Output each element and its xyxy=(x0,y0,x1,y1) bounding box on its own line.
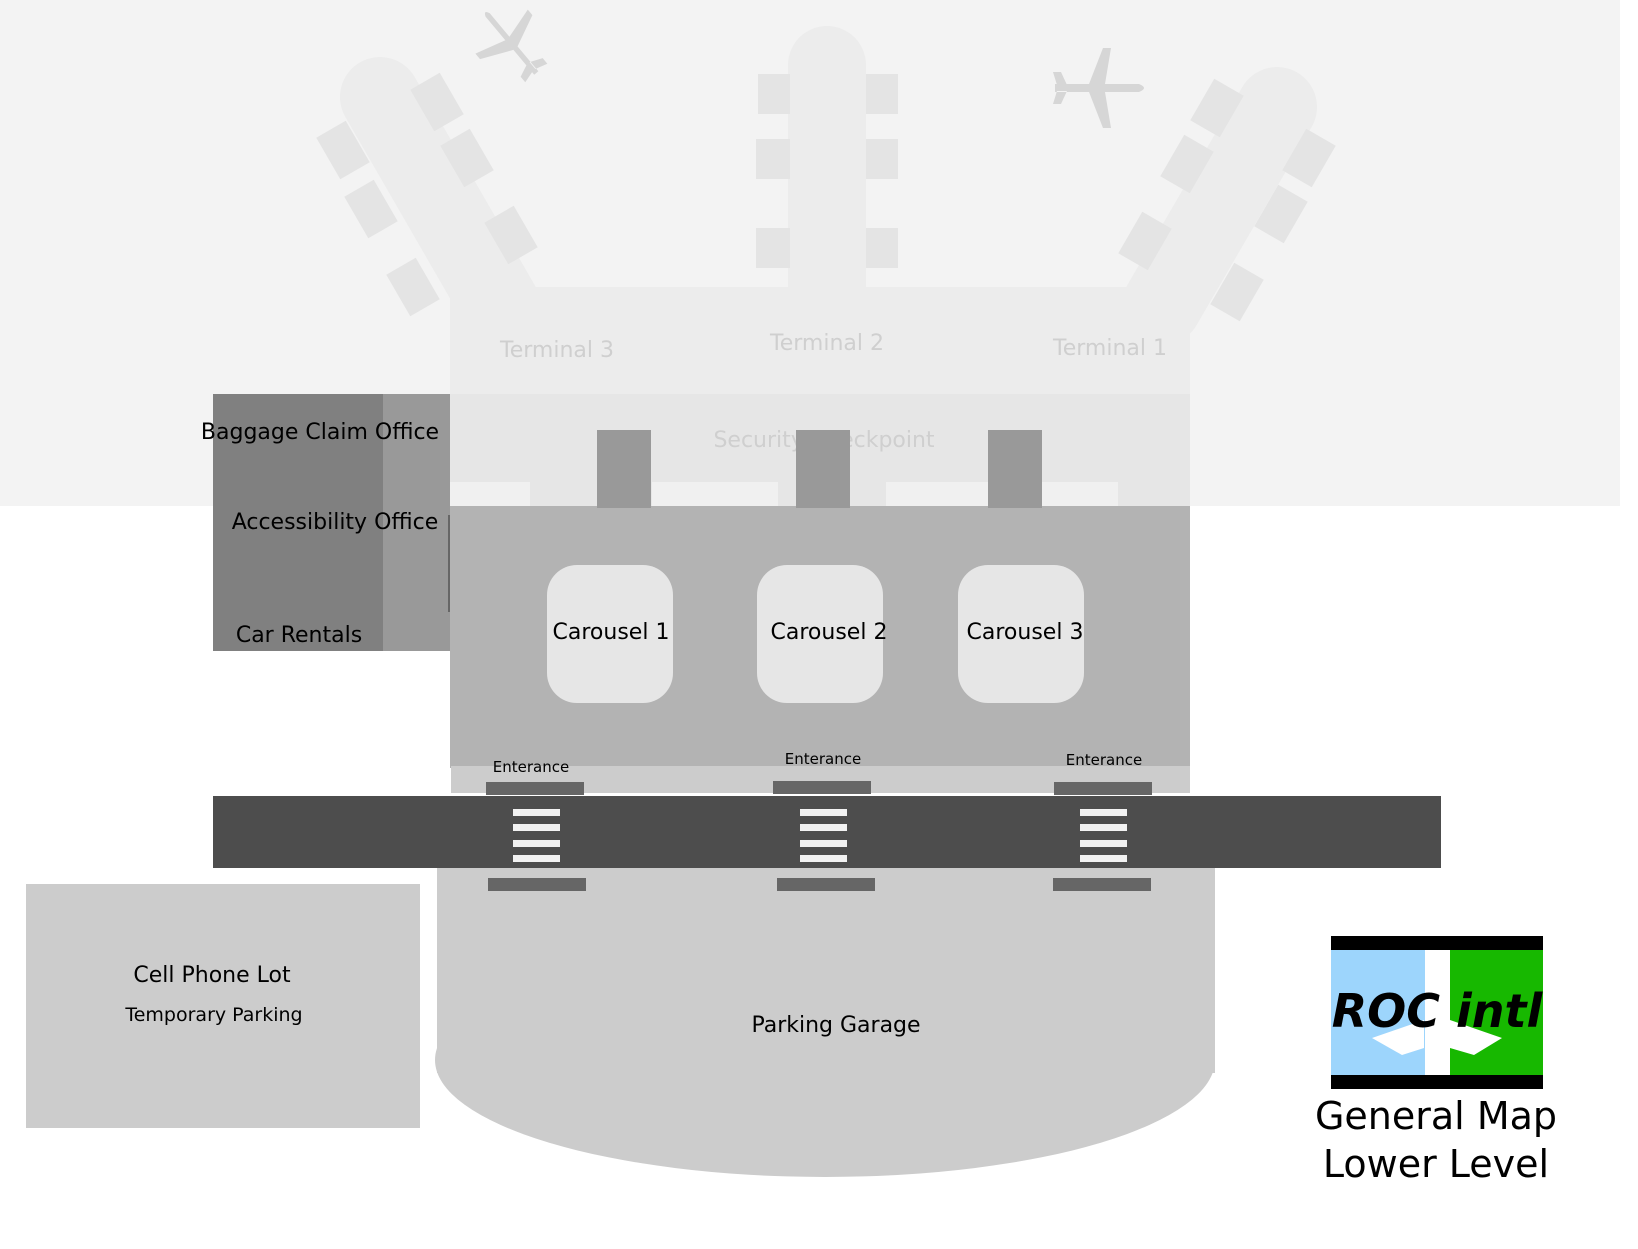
accessibility-office-label: Accessibility Office xyxy=(232,510,439,535)
baggage-claim-office-label: Baggage Claim Office xyxy=(201,420,439,445)
crosswalk-2 xyxy=(773,781,875,891)
concourse xyxy=(450,287,1190,397)
logo-text: ROC intl xyxy=(1332,984,1544,1038)
entrance-2-label: Enterance xyxy=(785,750,861,768)
cell-phone-lot xyxy=(26,884,420,1128)
crosswalk-1 xyxy=(486,782,586,891)
entrance-1-label: Enterance xyxy=(493,758,569,776)
roc-intl-logo: ROC intl xyxy=(1331,936,1544,1089)
crosswalk-3 xyxy=(1053,782,1152,891)
carousel-3-label: Carousel 3 xyxy=(967,620,1084,645)
car-rentals-label: Car Rentals xyxy=(236,623,362,648)
exit-corridor xyxy=(597,430,651,508)
exit-corridor xyxy=(988,430,1042,508)
airplane-icon xyxy=(475,9,548,83)
carousel-2-label: Carousel 2 xyxy=(771,620,888,645)
entrance-3-label: Enterance xyxy=(1066,751,1142,769)
terminal-3-wing xyxy=(316,57,540,345)
carousel-2 xyxy=(757,565,883,703)
terminal-1-wing xyxy=(1118,67,1336,345)
office-divider xyxy=(448,515,451,612)
security-lane xyxy=(450,482,530,506)
map-title-line1: General Map xyxy=(1315,1094,1557,1138)
exit-corridor xyxy=(796,430,850,508)
cell-phone-lot-subtitle: Temporary Parking xyxy=(124,1004,302,1026)
terminal-3-label: Terminal 3 xyxy=(499,338,614,363)
terminal-2-wing xyxy=(756,26,898,339)
office-block-dark xyxy=(213,394,383,651)
security-lane xyxy=(652,482,778,506)
terminal-1-label: Terminal 1 xyxy=(1052,336,1167,361)
cell-phone-lot-title: Cell Phone Lot xyxy=(133,963,291,988)
map-title-line2: Lower Level xyxy=(1323,1142,1549,1186)
carousel-1 xyxy=(547,565,673,703)
carousel-3 xyxy=(958,565,1084,703)
terminal-2-label: Terminal 2 xyxy=(769,331,884,356)
airplane-icon xyxy=(1053,48,1144,128)
parking-garage-label: Parking Garage xyxy=(751,1013,920,1038)
carousel-1-label: Carousel 1 xyxy=(553,620,670,645)
parking-garage-curve xyxy=(435,943,1215,1177)
